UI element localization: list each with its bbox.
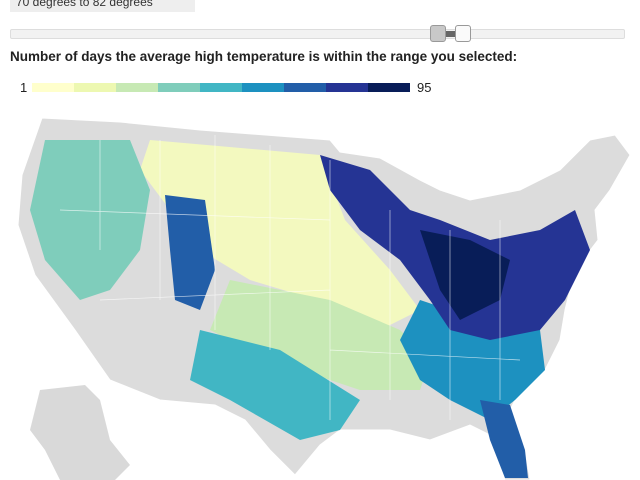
alaska xyxy=(30,385,130,480)
slider-range xyxy=(446,31,458,37)
legend-swatch xyxy=(74,83,116,92)
legend-swatch xyxy=(242,83,284,92)
legend-scale xyxy=(32,83,410,92)
us-map xyxy=(17,117,631,480)
region-rockies xyxy=(165,195,215,310)
region-navy xyxy=(420,230,510,320)
region-light-green xyxy=(210,280,430,390)
legend-swatch xyxy=(32,83,74,92)
region-teal-south xyxy=(190,330,360,440)
region-yellow xyxy=(140,140,420,330)
region-florida xyxy=(480,400,528,478)
slider-track[interactable] xyxy=(10,29,625,39)
legend-swatch xyxy=(200,83,242,92)
legend-swatch xyxy=(326,83,368,92)
slider-thumb-high[interactable] xyxy=(455,25,471,42)
legend-swatch xyxy=(116,83,158,92)
legend-swatch xyxy=(368,83,410,92)
state-borders xyxy=(59,135,521,420)
slider-thumb-low[interactable] xyxy=(430,25,446,42)
legend-heading: Number of days the average high temperat… xyxy=(10,49,518,64)
legend-swatch xyxy=(284,83,326,92)
legend-min: 1 xyxy=(20,80,28,95)
range-readout: 70 degrees to 82 degrees xyxy=(10,0,195,12)
legend-swatch xyxy=(158,83,200,92)
legend-max: 95 xyxy=(417,80,432,95)
region-teal-west xyxy=(30,140,150,300)
